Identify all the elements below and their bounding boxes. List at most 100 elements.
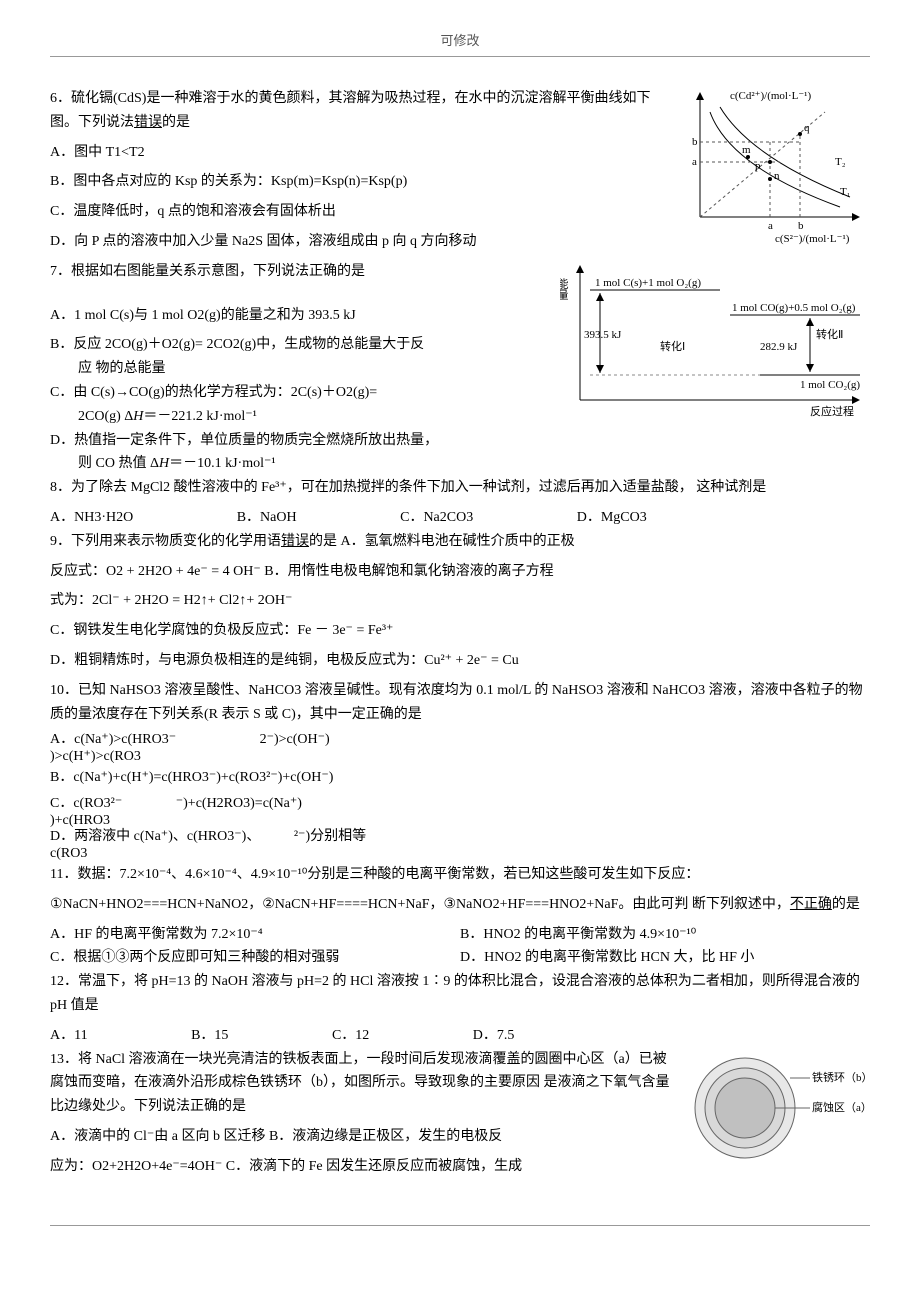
q11-stem: 11．数据：7.2×10⁻⁴、4.6×10⁻⁴、4.9×10⁻¹⁰分别是三种酸的… xyxy=(50,863,870,887)
svg-text:1 mol C(s)+1 mol O₂(g): 1 mol C(s)+1 mol O₂(g) xyxy=(595,277,701,289)
q12-stem: 12．常温下，将 pH=13 的 NaOH 溶液与 pH=2 的 HCl 溶液按… xyxy=(50,970,870,1018)
q7-b-1: B．反应 2CO(g)＋O2(g)= 2CO2(g)中，生成物的总能量大于反 xyxy=(50,337,424,352)
svg-text:c(Cd²⁺)/(mol·L⁻¹): c(Cd²⁺)/(mol·L⁻¹) xyxy=(730,90,811,102)
q6-stem-end: 的是 xyxy=(162,115,190,130)
q13-figure: 铁锈环（b） 腐蚀区（a） xyxy=(690,1048,870,1177)
question-6: 6．硫化镉(CdS)是一种难溶于水的黄色颜料，其溶解为吸热过程，在水中的沉淀溶解… xyxy=(50,87,870,260)
q12-opt-d: D．7.5 xyxy=(473,1024,515,1048)
q12-opt-b: B．15 xyxy=(191,1024,228,1048)
q9-s2: 的是 A．氢氧燃料电池在碱性介质中的正极 xyxy=(309,534,575,549)
svg-text:1 mol CO(g)+0.5 mol O₂(g): 1 mol CO(g)+0.5 mol O₂(g) xyxy=(732,302,856,314)
q11-l2b: 的是 xyxy=(832,897,860,912)
q12-options: A．11 B．15 C．12 D．7.5 xyxy=(50,1024,870,1048)
q12-opt-a: A．11 xyxy=(50,1024,88,1048)
q8-options: A．NH3·H2O B．NaOH C．Na2CO3 D．MgCO3 xyxy=(50,506,870,530)
q11-line2: ①NaCN+HNO2===HCN+NaNO2，②NaCN+HF====HCN+N… xyxy=(50,893,870,917)
q10-d1: D．两溶液中 c(Na⁺)、c(HRO3⁻)、 xyxy=(50,829,260,844)
q10-c1: C．c(RO3²⁻ xyxy=(50,796,122,811)
svg-text:282.9 kJ: 282.9 kJ xyxy=(760,341,798,353)
svg-text:T₁: T₁ xyxy=(840,186,851,198)
q6-stem-underline: 错误 xyxy=(134,115,162,130)
q8-opt-d: D．MgCO3 xyxy=(577,506,647,530)
q10-stem: 10．已知 NaHSO3 溶液呈酸性、NaHCO3 溶液呈碱性。现有浓度均为 0… xyxy=(50,679,870,727)
svg-text:铁锈环（b）: 铁锈环（b） xyxy=(812,1071,870,1084)
q7-c-h: H xyxy=(133,409,143,424)
q11-u: 不正确 xyxy=(790,897,832,912)
svg-text:腐蚀区（a）: 腐蚀区（a） xyxy=(812,1100,870,1114)
page-footer-line xyxy=(50,1225,870,1226)
svg-text:a: a xyxy=(768,220,773,232)
svg-text:1 mol CO₂(g): 1 mol CO₂(g) xyxy=(800,379,860,391)
svg-text:b: b xyxy=(692,136,698,148)
svg-text:能量: 能量 xyxy=(560,277,569,300)
q10-a3: )>c(H⁺)>c(RO3 xyxy=(50,749,141,764)
q13-line-a: A．液滴中的 Cl⁻由 a 区向 b 区迁移 B．液滴边缘是正极区，发生的电极反 xyxy=(50,1125,680,1149)
q11-opt-d: D．HNO2 的电离平衡常数比 HCN 大，比 HF 小 xyxy=(460,946,870,970)
svg-text:m: m xyxy=(742,144,751,156)
question-9: 9．下列用来表示物质变化的化学用语错误的是 A．氢氧燃料电池在碱性介质中的正极 … xyxy=(50,530,870,673)
q13-stem: 13．将 NaCl 溶液滴在一块光亮清洁的铁板表面上，一段时间后发现液滴覆盖的圆… xyxy=(50,1048,680,1119)
q11-l2a: ①NaCN+HNO2===HCN+NaNO2，②NaCN+HF====HCN+N… xyxy=(50,897,790,912)
q7-b-2: 应 物的总能量 xyxy=(78,361,166,376)
q9-s1: 9．下列用来表示物质变化的化学用语 xyxy=(50,534,281,549)
svg-text:c(S²⁻)/(mol·L⁻¹): c(S²⁻)/(mol·L⁻¹) xyxy=(775,233,850,245)
svg-text:q: q xyxy=(804,122,810,134)
q8-opt-c: C．Na2CO3 xyxy=(400,506,473,530)
q10-d2: ²⁻)分别相等 xyxy=(294,829,366,844)
question-13: 13．将 NaCl 溶液滴在一块光亮清洁的铁板表面上，一段时间后发现液滴覆盖的圆… xyxy=(50,1048,870,1185)
q8-opt-a: A．NH3·H2O xyxy=(50,506,133,530)
svg-text:反应过程: 反应过程 xyxy=(810,404,854,418)
q7-opt-c: C．由 C(s)→CO(g)的热化学方程式为：2C(s)＋O2(g)= 2CO(… xyxy=(50,381,550,429)
q10-c3: )+c(HRO3 xyxy=(50,813,110,828)
svg-text:T₂: T₂ xyxy=(835,156,846,168)
q7-opt-a: A．1 mol C(s)与 1 mol O2(g)的能量之和为 393.5 kJ xyxy=(50,304,550,328)
q6-opt-b: B．图中各点对应的 Ksp 的关系为：Ksp(m)=Ksp(n)=Ksp(p) xyxy=(50,170,660,194)
q9-line2: 反应式：O2 + 2H2O + 4e⁻ = 4 OH⁻ B．用惰性电极电解饱和氯… xyxy=(50,560,870,584)
q7-d-2: 则 CO 热值 ΔH＝－10.1 kJ·mol⁻¹ xyxy=(78,456,276,471)
svg-text:p: p xyxy=(755,160,761,172)
q9-opt-c: C．钢铁发生电化学腐蚀的负极反应式：Fe － 3e⁻ = Fe³⁺ xyxy=(50,619,870,643)
q10-a2: 2⁻)>c(OH⁻) xyxy=(260,732,330,747)
q6-figure: m n p q T₂ T₁ b a a b c(Cd²⁺)/(mol·L⁻¹) … xyxy=(670,87,870,256)
question-10: 10．已知 NaHSO3 溶液呈酸性、NaHCO3 溶液呈碱性。现有浓度均为 0… xyxy=(50,679,870,863)
q6-opt-c: C．温度降低时，q 点的饱和溶液会有固体析出 xyxy=(50,200,660,224)
q9-opt-d: D．粗铜精炼时，与电源负极相连的是纯铜，电极反应式为：Cu²⁺ + 2e⁻ = … xyxy=(50,649,870,673)
svg-text:n: n xyxy=(774,170,780,182)
q7-d-2a: 则 CO 热值 Δ xyxy=(78,456,159,471)
q6-opt-d: D．向 P 点的溶液中加入少量 Na2S 固体，溶液组成由 p 向 q 方向移动 xyxy=(50,230,660,254)
q10-opt-c: C．c(RO3²⁻ ⁻)+c(H2RO3)=c(Na⁺) )+c(HRO3 xyxy=(50,796,870,830)
q13-line-b: 应为：O2+2H2O+4e⁻=4OH⁻ C．液滴下的 Fe 因发生还原反应而被腐… xyxy=(50,1155,680,1179)
question-8: 8．为了除去 MgCl2 酸性溶液中的 Fe³⁺，可在加热搅拌的条件下加入一种试… xyxy=(50,476,870,530)
q7-d-2b: ＝－10.1 kJ·mol⁻¹ xyxy=(169,456,275,471)
q9-line1: 9．下列用来表示物质变化的化学用语错误的是 A．氢氧燃料电池在碱性介质中的正极 xyxy=(50,530,870,554)
svg-text:393.5 kJ: 393.5 kJ xyxy=(584,329,622,341)
q8-opt-b: B．NaOH xyxy=(237,506,297,530)
q10-a1: A．c(Na⁺)>c(HRO3⁻ xyxy=(50,732,176,747)
q7-c-2a: 2CO(g) Δ xyxy=(78,409,133,424)
q8-stem: 8．为了除去 MgCl2 酸性溶液中的 Fe³⁺，可在加热搅拌的条件下加入一种试… xyxy=(50,476,870,500)
q9-u: 错误 xyxy=(281,534,309,549)
q11-opt-a: A．HF 的电离平衡常数为 7.2×10⁻⁴ xyxy=(50,923,460,947)
svg-text:b: b xyxy=(798,220,804,232)
q6-opt-a: A．图中 T1<T2 xyxy=(50,141,660,165)
q7-opt-b: B．反应 2CO(g)＋O2(g)= 2CO2(g)中，生成物的总能量大于反 应… xyxy=(50,333,550,381)
page-header: 可修改 xyxy=(50,30,870,57)
q11-opt-c: C．根据①③两个反应即可知三种酸的相对强弱 xyxy=(50,946,460,970)
q7-opt-d: D．热值指一定条件下，单位质量的物质完全燃烧所放出热量， 则 CO 热值 ΔH＝… xyxy=(50,429,550,477)
q10-opt-b: B．c(Na⁺)+c(H⁺)=c(HRO3⁻)+c(RO3²⁻)+c(OH⁻) xyxy=(50,766,870,790)
question-12: 12．常温下，将 pH=13 的 NaOH 溶液与 pH=2 的 HCl 溶液按… xyxy=(50,970,870,1047)
q7-c-2b: ＝－221.2 kJ·mol⁻¹ xyxy=(143,409,256,424)
q10-c2: ⁻)+c(H2RO3)=c(Na⁺) xyxy=(176,796,302,811)
q10-d3: c(RO3 xyxy=(50,846,87,861)
q7-c-2: 2CO(g) ΔH＝－221.2 kJ·mol⁻¹ xyxy=(78,409,257,424)
q7-d-1: D．热值指一定条件下，单位质量的物质完全燃烧所放出热量， xyxy=(50,433,438,448)
q12-opt-c: C．12 xyxy=(332,1024,369,1048)
question-7: 7．根据如右图能量关系示意图，下列说法正确的是 A．1 mol C(s)与 1 … xyxy=(50,260,870,476)
q10-opt-a: A．c(Na⁺)>c(HRO3⁻ 2⁻)>c(OH⁻) )>c(H⁺)>c(RO… xyxy=(50,732,870,766)
q11-options: A．HF 的电离平衡常数为 7.2×10⁻⁴ B．HNO2 的电离平衡常数为 4… xyxy=(50,923,870,971)
q7-c-1: C．由 C(s)→CO(g)的热化学方程式为：2C(s)＋O2(g)= xyxy=(50,385,377,400)
svg-text:转化Ⅱ: 转化Ⅱ xyxy=(816,327,843,341)
question-11: 11．数据：7.2×10⁻⁴、4.6×10⁻⁴、4.9×10⁻¹⁰分别是三种酸的… xyxy=(50,863,870,970)
q7-d-h: H xyxy=(159,456,169,471)
svg-text:转化Ⅰ: 转化Ⅰ xyxy=(660,339,685,353)
